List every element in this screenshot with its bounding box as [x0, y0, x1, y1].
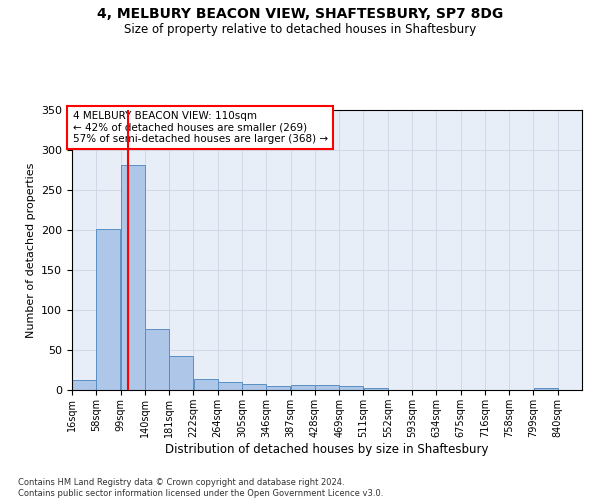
Bar	[266, 386, 290, 390]
Text: Distribution of detached houses by size in Shaftesbury: Distribution of detached houses by size …	[165, 442, 489, 456]
Bar	[291, 385, 315, 390]
Bar	[315, 385, 339, 390]
Bar	[145, 329, 169, 390]
Y-axis label: Number of detached properties: Number of detached properties	[26, 162, 35, 338]
Bar	[533, 388, 557, 390]
Text: 4 MELBURY BEACON VIEW: 110sqm
← 42% of detached houses are smaller (269)
57% of : 4 MELBURY BEACON VIEW: 110sqm ← 42% of d…	[73, 111, 328, 144]
Bar	[169, 356, 193, 390]
Bar	[364, 388, 388, 390]
Text: Size of property relative to detached houses in Shaftesbury: Size of property relative to detached ho…	[124, 22, 476, 36]
Bar	[121, 165, 145, 390]
Bar	[194, 379, 218, 390]
Text: 4, MELBURY BEACON VIEW, SHAFTESBURY, SP7 8DG: 4, MELBURY BEACON VIEW, SHAFTESBURY, SP7…	[97, 8, 503, 22]
Bar	[339, 386, 363, 390]
Bar	[97, 229, 121, 390]
Bar	[72, 380, 96, 390]
Text: Contains HM Land Registry data © Crown copyright and database right 2024.
Contai: Contains HM Land Registry data © Crown c…	[18, 478, 383, 498]
Bar	[218, 382, 242, 390]
Bar	[242, 384, 266, 390]
